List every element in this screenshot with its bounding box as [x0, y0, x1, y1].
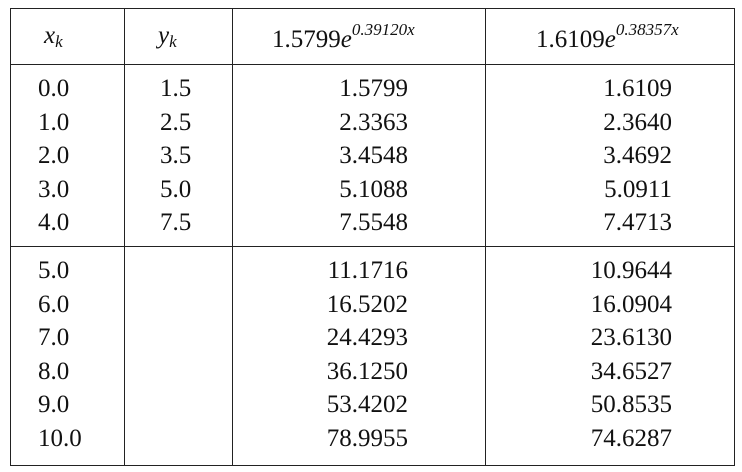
cell-f1: 3.4548 — [339, 142, 408, 169]
cell-f1: 53.4202 — [326, 391, 408, 418]
cell-x: 5.0 — [38, 257, 70, 284]
table-border-top — [10, 8, 735, 9]
cell-f1: 7.5548 — [339, 209, 408, 236]
cell-f2: 10.9644 — [590, 257, 672, 284]
column-divider — [232, 8, 233, 466]
cell-f2: 34.6527 — [590, 357, 672, 385]
data-table: xk yk 1.5799e0.39120x 1.6109e0.38357x 0.… — [10, 8, 735, 466]
section-rule — [10, 246, 735, 247]
cell-f1: 36.1250 — [326, 357, 408, 385]
cell-f2: 16.0904 — [590, 290, 672, 318]
column-divider — [124, 8, 125, 466]
cell-y: 5.0 — [160, 175, 192, 203]
cell-y: 3.5 — [160, 142, 192, 169]
cell-f2: 74.6287 — [590, 424, 672, 452]
cell-x: 10.0 — [38, 424, 82, 452]
cell-f1: 2.3363 — [339, 108, 408, 136]
table-border-left — [10, 8, 11, 466]
cell-f2: 23.6130 — [590, 324, 672, 351]
cell-f1: 16.5202 — [326, 290, 408, 318]
cell-f2: 50.8535 — [590, 391, 672, 418]
header-model-1: 1.5799e0.39120x — [272, 20, 415, 53]
cell-f1: 24.4293 — [326, 324, 408, 351]
header-model-2: 1.6109e0.38357x — [536, 20, 679, 53]
cell-f1: 11.1716 — [327, 257, 408, 284]
cell-y: 1.5 — [160, 75, 192, 102]
cell-f1: 1.5799 — [339, 75, 408, 102]
header-rule — [10, 64, 735, 65]
cell-y: 7.5 — [160, 209, 192, 236]
header-x: xk — [44, 22, 63, 51]
table-border-right — [734, 8, 735, 466]
cell-x: 3.0 — [38, 175, 70, 203]
cell-f2: 3.4692 — [603, 142, 672, 169]
cell-f1: 78.9955 — [326, 424, 408, 452]
cell-x: 0.0 — [38, 75, 70, 102]
cell-f1: 5.1088 — [339, 175, 408, 203]
cell-f2: 1.6109 — [603, 75, 672, 102]
cell-x: 4.0 — [38, 209, 70, 236]
table-border-bottom — [10, 465, 735, 466]
cell-f2: 5.0911 — [604, 175, 672, 203]
cell-f2: 7.4713 — [603, 209, 672, 236]
cell-x: 6.0 — [38, 290, 70, 318]
cell-x: 9.0 — [38, 391, 70, 418]
cell-x: 8.0 — [38, 357, 70, 385]
cell-x: 7.0 — [38, 324, 70, 351]
cell-y: 2.5 — [160, 108, 192, 136]
cell-x: 1.0 — [38, 108, 70, 136]
cell-f2: 2.3640 — [603, 108, 672, 136]
header-y: yk — [158, 22, 177, 51]
column-divider — [485, 8, 486, 466]
cell-x: 2.0 — [38, 142, 70, 169]
